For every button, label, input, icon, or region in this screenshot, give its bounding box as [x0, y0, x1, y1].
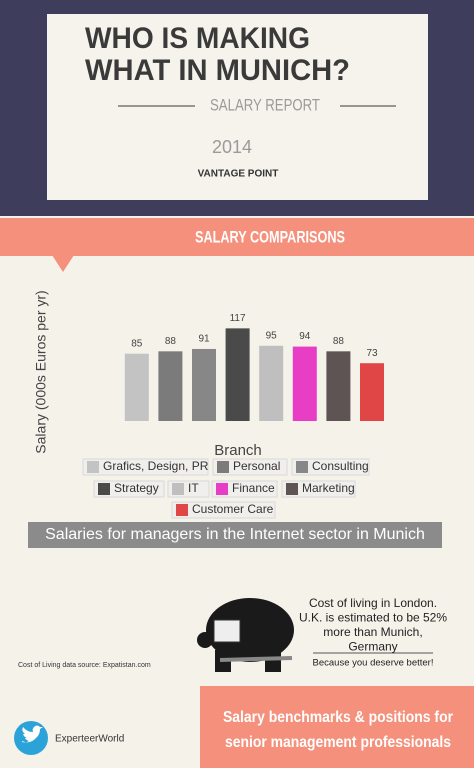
- value-label: 91: [198, 334, 210, 345]
- legend-label: Personal: [233, 459, 280, 473]
- caption-band: [28, 522, 442, 548]
- bar: [225, 328, 250, 421]
- bar: [192, 348, 216, 421]
- twitter-bird: [22, 725, 43, 743]
- legend-box: [211, 480, 278, 498]
- section-title: SALARY COMPARISONS: [195, 227, 345, 246]
- legend-label: Customer Care: [192, 502, 274, 516]
- caption: Salaries for managers in the Internet se…: [45, 526, 425, 543]
- value-label: 85: [131, 338, 143, 349]
- year: 2014: [212, 137, 252, 157]
- legend-label: Finance: [232, 481, 275, 495]
- note-line: Germany: [348, 640, 397, 654]
- bar: [292, 346, 317, 421]
- legend-box: [93, 480, 165, 498]
- legend-swatch: [98, 483, 110, 495]
- legend-label: Marketing: [302, 481, 355, 495]
- y-axis-label: Salary (000s Euros per yr): [33, 290, 49, 453]
- legend-swatch: [87, 461, 99, 473]
- brand: VANTAGE POINT: [198, 169, 279, 180]
- legend-label: IT: [188, 481, 199, 495]
- subtitle: SALARY REPORT: [210, 95, 320, 114]
- legend-box: [281, 480, 356, 498]
- legend-box: [82, 458, 209, 476]
- handle[interactable]: ExperteerWorld: [55, 734, 124, 745]
- legend-swatch: [286, 483, 298, 495]
- banner-line: Salary benchmarks & positions for: [223, 709, 453, 726]
- value-label: 88: [333, 336, 345, 347]
- bar: [158, 351, 183, 421]
- header-card: [47, 14, 428, 200]
- title-line: WHO IS MAKING: [85, 22, 310, 55]
- note-line: more than Munich,: [323, 625, 422, 639]
- legend-swatch: [216, 483, 228, 495]
- tagline: Because you deserve better!: [313, 658, 434, 669]
- footer-banner: [200, 686, 474, 768]
- cost-note: Because you deserve better! Cost of livi…: [299, 596, 447, 668]
- value-label: 117: [230, 313, 246, 324]
- legend-box: [212, 458, 288, 476]
- legend-label: Strategy: [114, 481, 159, 495]
- bar: [259, 345, 284, 421]
- legend-label: Grafics, Design, PR: [103, 459, 209, 473]
- legend-swatch: [176, 504, 188, 516]
- banner-line: senior management professionals: [225, 734, 451, 751]
- piggy-bank: [197, 598, 294, 672]
- legend-box: [291, 458, 370, 476]
- chart: Salary (000s Euros per yr) Branch 85 88 91…: [33, 290, 384, 519]
- legend-swatch: [296, 461, 308, 473]
- note-line: Cost of living in London.: [309, 596, 437, 610]
- source: Cost of Living data source: Expatistan.c…: [18, 662, 151, 669]
- value-label: 88: [165, 336, 177, 347]
- section-band: [0, 218, 474, 256]
- legend-box: [171, 501, 276, 519]
- note-line: U.K. is estimated to be 52%: [299, 611, 447, 625]
- value-label: 73: [366, 348, 378, 359]
- legend-swatch: [217, 461, 229, 473]
- title-line: WHAT IN MUNICH?: [85, 54, 350, 87]
- value-label: 94: [299, 331, 311, 342]
- x-axis-label: Branch: [214, 442, 262, 459]
- bar: [360, 363, 384, 421]
- bar: [124, 353, 149, 421]
- bar: [326, 351, 351, 421]
- legend-label: Consulting: [312, 459, 369, 473]
- pointer: [52, 255, 74, 272]
- legend-swatch: [172, 483, 184, 495]
- value-label: 95: [266, 330, 278, 341]
